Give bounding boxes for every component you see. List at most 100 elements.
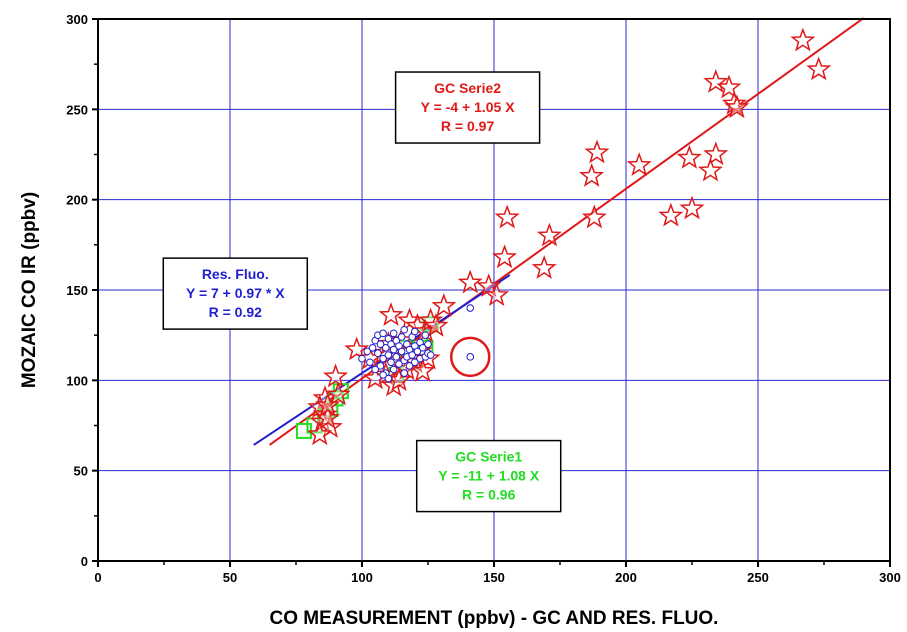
x-tick-label: 200 bbox=[615, 570, 637, 585]
circle-point bbox=[397, 347, 406, 356]
circle-point bbox=[466, 353, 475, 361]
circle-point bbox=[389, 365, 398, 374]
circle-point bbox=[376, 362, 385, 370]
circle-point bbox=[411, 358, 419, 367]
x-axis-title: CO MEASUREMENT (ppbv) - GC AND RES. FLUO… bbox=[270, 608, 719, 629]
star-point bbox=[579, 163, 605, 187]
circle-point bbox=[426, 351, 435, 359]
star-point bbox=[307, 421, 333, 446]
star-point bbox=[697, 157, 723, 182]
circle-point bbox=[379, 329, 387, 338]
annotation-line: Y = -11 + 1.08 X bbox=[438, 468, 540, 484]
annotation-line: Y = -4 + 1.05 X bbox=[421, 99, 516, 115]
circle-point bbox=[408, 351, 416, 359]
annotation-res-fluo: Res. Fluo. Y = 7 + 0.97 * X R = 0.92 bbox=[162, 257, 309, 330]
star-point bbox=[679, 195, 705, 220]
circle-point bbox=[413, 347, 422, 356]
star-point bbox=[724, 94, 750, 119]
star-point bbox=[323, 363, 349, 388]
circle-point bbox=[424, 340, 432, 349]
star-point bbox=[378, 302, 404, 326]
fit-line bbox=[269, 17, 865, 446]
y-tick-label: 250 bbox=[66, 102, 88, 117]
star-point bbox=[531, 255, 557, 279]
y-tick-label: 200 bbox=[66, 193, 88, 208]
y-tick-label: 0 bbox=[81, 554, 88, 569]
star-point bbox=[307, 394, 333, 419]
annotation-line: Res. Fluo. bbox=[202, 266, 269, 282]
circle-point bbox=[405, 362, 414, 370]
star-point bbox=[626, 152, 652, 176]
star-point bbox=[658, 202, 684, 227]
circle-point bbox=[368, 344, 377, 352]
star-point bbox=[492, 244, 518, 269]
star-point bbox=[457, 269, 483, 294]
highlight-circle bbox=[449, 336, 491, 378]
x-tick-label: 250 bbox=[747, 570, 769, 585]
circle-point bbox=[389, 329, 398, 338]
star-point bbox=[584, 139, 610, 164]
x-tick-label: 300 bbox=[879, 570, 901, 585]
annotation-box bbox=[415, 439, 562, 513]
annotation-line: Y = 7 + 0.97 * X bbox=[186, 285, 285, 301]
star-point bbox=[494, 204, 520, 229]
star-point bbox=[344, 336, 370, 361]
x-tick-label: 0 bbox=[94, 570, 101, 585]
y-tick-label: 150 bbox=[66, 283, 88, 298]
star-point bbox=[418, 307, 444, 332]
star-point bbox=[716, 74, 742, 99]
star-point bbox=[703, 141, 729, 166]
circle-point bbox=[392, 353, 401, 361]
star-point bbox=[325, 381, 351, 406]
star-point bbox=[315, 405, 341, 429]
star-point bbox=[315, 392, 341, 417]
x-tick-label: 150 bbox=[483, 570, 505, 585]
y-axis-title: MOZAIC CO IR (ppbv) bbox=[19, 192, 40, 388]
annotations: GC Serie2 Y = -4 + 1.05 X R = 0.97 Res. Flu… bbox=[162, 71, 562, 513]
circle-point bbox=[366, 358, 374, 367]
circle-point bbox=[379, 371, 387, 379]
circle-point bbox=[421, 331, 430, 339]
circle-point bbox=[379, 354, 387, 363]
star-point bbox=[484, 282, 510, 307]
star-point bbox=[423, 312, 449, 337]
circle-point bbox=[400, 369, 409, 377]
y-tick-label: 50 bbox=[74, 464, 88, 479]
star-point bbox=[806, 56, 832, 81]
star-point bbox=[676, 144, 702, 169]
star-point bbox=[790, 27, 816, 52]
annotation-line: R = 0.92 bbox=[209, 304, 263, 320]
annotation-box bbox=[162, 257, 309, 330]
circle-point bbox=[384, 374, 393, 383]
annotation-gc-serie1: GC Serie1 Y = -11 + 1.08 X R = 0.96 bbox=[415, 439, 562, 513]
circle-point bbox=[363, 347, 372, 356]
circle-point bbox=[397, 333, 406, 341]
y-tick-label: 100 bbox=[66, 373, 88, 388]
star-point bbox=[703, 69, 729, 93]
circle-point bbox=[358, 354, 366, 363]
annotation-line: GC Serie2 bbox=[434, 80, 501, 96]
circle-point bbox=[384, 351, 393, 359]
x-tick-label: 100 bbox=[351, 570, 373, 585]
annotation-box bbox=[394, 71, 541, 144]
circle-point bbox=[374, 349, 382, 358]
annotation-line: GC Serie1 bbox=[455, 449, 522, 465]
circle-point bbox=[395, 360, 403, 368]
circle-point bbox=[381, 344, 390, 352]
circle-point bbox=[411, 327, 419, 336]
circle-point bbox=[466, 304, 475, 312]
star-point bbox=[581, 204, 607, 229]
annotation-line: R = 0.97 bbox=[441, 118, 495, 134]
annotation-gc-serie2: GC Serie2 Y = -4 + 1.05 X R = 0.97 bbox=[394, 71, 541, 144]
star-point bbox=[431, 293, 457, 317]
axis-ticks: 0 50 100 150 200 250 300 0 50 100 150 200 250 300 bbox=[66, 12, 901, 585]
circle-point bbox=[418, 344, 427, 352]
circle-point bbox=[389, 345, 398, 354]
star-point bbox=[410, 358, 436, 382]
star-point bbox=[536, 222, 562, 247]
circle-point bbox=[387, 358, 395, 367]
circle-point bbox=[376, 340, 385, 349]
x-tick-label: 50 bbox=[223, 570, 237, 585]
circle-point bbox=[371, 365, 380, 374]
